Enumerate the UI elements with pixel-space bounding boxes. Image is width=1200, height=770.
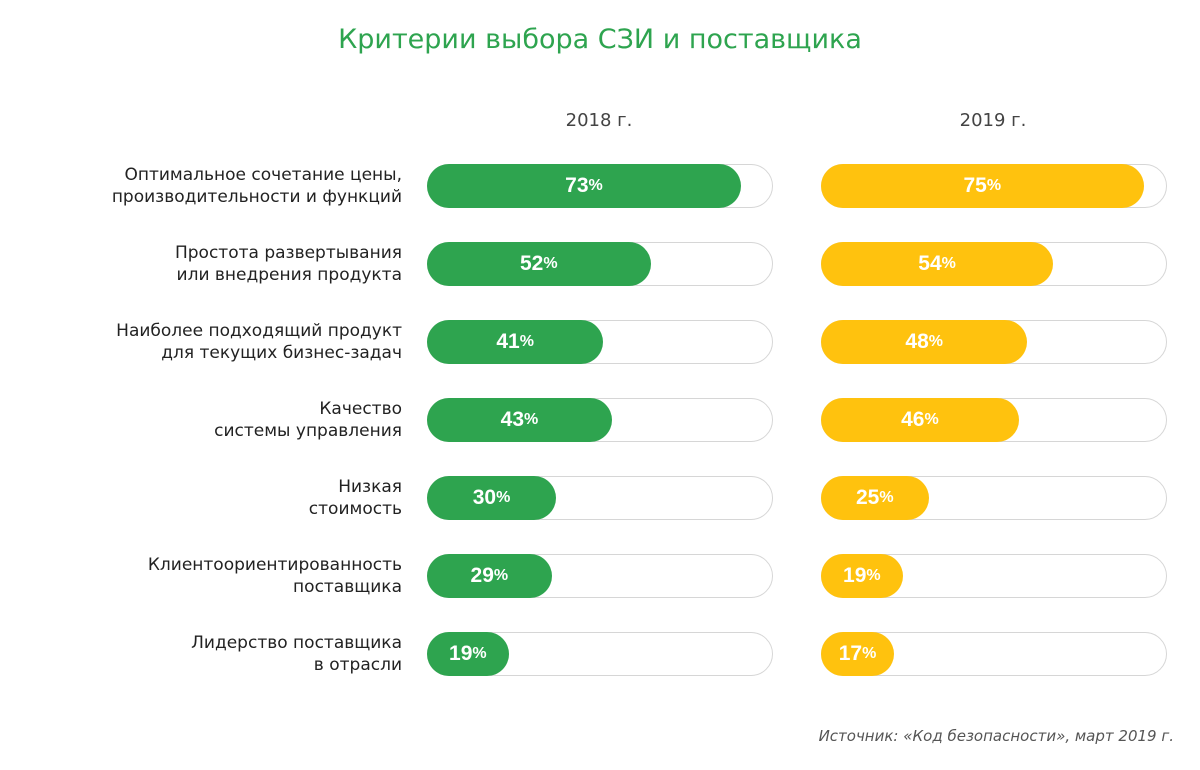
bar-2018: 43% bbox=[427, 398, 612, 442]
category-label: Лидерство поставщика в отрасли bbox=[20, 632, 402, 676]
bar-track: 73% bbox=[427, 164, 773, 208]
category-label: Наиболее подходящий продукт для текущих б… bbox=[20, 320, 402, 364]
bar-2019: 19% bbox=[821, 554, 903, 598]
data-label: 75 bbox=[963, 174, 987, 197]
category-label-line: Наиболее подходящий продукт bbox=[116, 321, 402, 341]
data-label: 41 bbox=[496, 330, 520, 353]
percent-sign: % bbox=[941, 255, 956, 272]
bar-2019: 48% bbox=[821, 320, 1028, 364]
data-label: 52 bbox=[520, 252, 544, 275]
category-label-line: Качество bbox=[319, 399, 402, 419]
category-label-line: Простота развертывания bbox=[174, 243, 402, 263]
category-label-line: Лидерство поставщика bbox=[191, 633, 402, 653]
bar-2019: 25% bbox=[821, 476, 929, 520]
category-label: Качество системы управления bbox=[20, 398, 402, 442]
bar-track: 41% bbox=[427, 320, 773, 364]
bar-2019: 54% bbox=[821, 242, 1054, 286]
category-label-line: производительности и функций bbox=[111, 187, 402, 207]
data-label: 43 bbox=[500, 408, 524, 431]
data-label: 25 bbox=[855, 486, 880, 509]
bar-2018: 19% bbox=[427, 632, 509, 676]
bar-2018: 73% bbox=[427, 164, 741, 208]
data-label: 48 bbox=[905, 330, 929, 353]
bar-track: 75% bbox=[821, 164, 1167, 208]
data-label: 30 bbox=[472, 486, 497, 509]
percent-sign: % bbox=[496, 489, 511, 506]
category-label: Оптимальное сочетание цены, производитель… bbox=[20, 164, 402, 208]
bar-track: 43% bbox=[427, 398, 773, 442]
bar-track: 19% bbox=[821, 554, 1167, 598]
percent-sign: % bbox=[928, 333, 943, 350]
percent-sign: % bbox=[924, 411, 939, 428]
bar-2018: 29% bbox=[427, 554, 552, 598]
percent-sign: % bbox=[519, 333, 534, 350]
bar-track: 29% bbox=[427, 554, 773, 598]
column-header-2019: 2019 г. bbox=[959, 110, 1027, 131]
bar-track: 19% bbox=[427, 632, 773, 676]
percent-sign: % bbox=[543, 255, 558, 272]
category-label-line: стоимость bbox=[308, 499, 402, 519]
percent-sign: % bbox=[866, 567, 881, 584]
category-label-line: системы управления bbox=[214, 421, 402, 441]
bar-2018: 52% bbox=[427, 242, 651, 286]
source-note: Источник: «Код безопасности», март 2019 … bbox=[818, 727, 1174, 745]
category-label-line: в отрасли bbox=[313, 655, 402, 675]
bar-track: 25% bbox=[821, 476, 1167, 520]
category-label-line: Оптимальное сочетание цены, bbox=[124, 165, 402, 185]
category-label-line: для текущих бизнес-задач bbox=[161, 343, 402, 363]
percent-sign: % bbox=[524, 411, 539, 428]
category-label-line: Клиентоориентированность bbox=[147, 555, 402, 575]
percent-sign: % bbox=[472, 645, 487, 662]
data-label: 46 bbox=[901, 408, 925, 431]
percent-sign: % bbox=[879, 489, 894, 506]
bar-2019: 46% bbox=[821, 398, 1019, 442]
percent-sign: % bbox=[493, 567, 509, 584]
data-label: 17 bbox=[838, 642, 863, 665]
category-label-line: поставщика bbox=[293, 577, 402, 597]
percent-sign: % bbox=[588, 177, 603, 194]
bar-2019: 17% bbox=[821, 632, 895, 676]
percent-sign: % bbox=[986, 177, 1002, 194]
bar-track: 54% bbox=[821, 242, 1167, 286]
data-label: 19 bbox=[449, 642, 473, 665]
category-label-line: или внедрения продукта bbox=[176, 265, 402, 285]
bar-track: 30% bbox=[427, 476, 773, 520]
category-label: Низкая стоимость bbox=[20, 476, 402, 520]
data-label: 54 bbox=[918, 252, 942, 275]
bar-track: 48% bbox=[821, 320, 1167, 364]
bar-track: 46% bbox=[821, 398, 1167, 442]
category-label-line: Низкая bbox=[338, 477, 402, 497]
column-header-2018: 2018 г. bbox=[565, 110, 633, 131]
bar-2018: 41% bbox=[427, 320, 604, 364]
category-label: Клиентоориентированность поставщика bbox=[20, 554, 402, 598]
percent-sign: % bbox=[862, 645, 877, 662]
bar-track: 52% bbox=[427, 242, 773, 286]
bar-track: 17% bbox=[821, 632, 1167, 676]
bar-2018: 30% bbox=[427, 476, 556, 520]
bar-2019: 75% bbox=[821, 164, 1144, 208]
category-label: Простота развертывания или внедрения прод… bbox=[20, 242, 402, 286]
data-label: 73 bbox=[565, 174, 589, 197]
data-label: 19 bbox=[843, 564, 867, 587]
chart-title: Критерии выбора СЗИ и поставщика bbox=[338, 24, 862, 55]
data-label: 29 bbox=[470, 564, 494, 587]
